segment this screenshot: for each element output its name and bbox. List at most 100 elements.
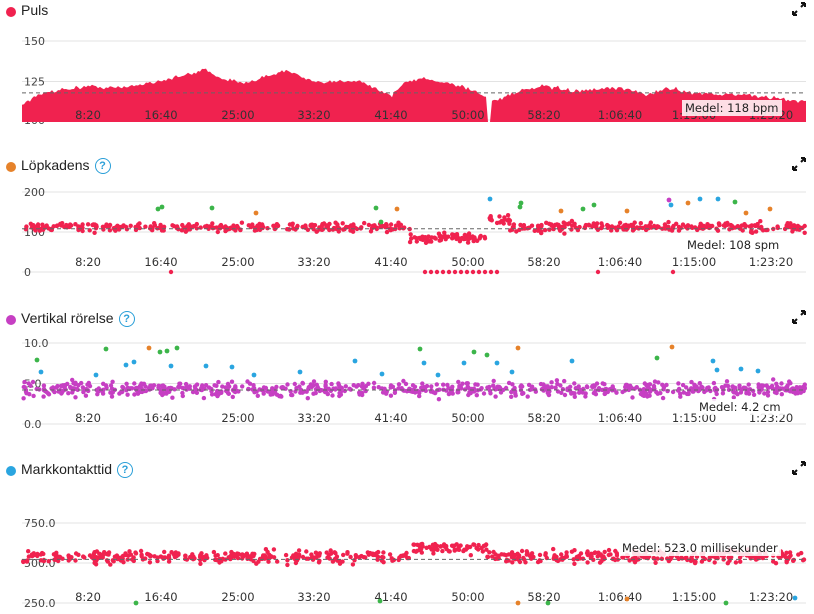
vertical-point	[779, 392, 784, 397]
vertical-zone-point	[484, 352, 490, 358]
cadence-point	[680, 222, 686, 227]
contact-point	[314, 555, 319, 560]
vertical-point	[572, 394, 577, 399]
help-icon[interactable]: ?	[117, 462, 134, 478]
cadence-zone-point	[378, 219, 384, 225]
contact-point	[97, 551, 102, 556]
contact-point	[266, 559, 271, 564]
cadence-point	[60, 221, 65, 226]
cadence-point	[124, 227, 130, 232]
help-icon[interactable]: ?	[94, 158, 111, 174]
vertical-point	[42, 388, 48, 394]
contact-point	[198, 561, 203, 566]
contact-title: Markkontakttid?	[21, 461, 134, 478]
cadence-point	[450, 236, 455, 241]
contact-point	[438, 544, 443, 549]
vertical-point	[802, 385, 807, 390]
vertical-point	[83, 393, 89, 398]
cadence-point	[787, 224, 793, 230]
vertical-point	[139, 386, 144, 392]
vertical-point	[529, 387, 534, 392]
vertical-point	[255, 393, 260, 398]
contact-point	[515, 552, 520, 558]
cadence-point	[215, 229, 220, 235]
contact-point	[456, 547, 462, 552]
vertical-point	[70, 377, 75, 383]
cadence-x-tick-label: 33:20	[297, 255, 330, 269]
vertical-point	[493, 394, 498, 399]
contact-point	[162, 549, 167, 555]
cadence-zero-point	[464, 269, 470, 275]
cadence-zone-point	[558, 208, 564, 214]
vertical-point	[686, 391, 691, 397]
contact-point	[341, 552, 346, 558]
vertical-point	[699, 384, 704, 389]
vertical-x-tick-label: 58:20	[527, 411, 560, 425]
contact-point	[503, 553, 509, 558]
contact-zone-point	[133, 600, 139, 606]
expand-icon[interactable]	[792, 310, 806, 324]
vertical-y-tick-label: 10.0	[24, 337, 49, 350]
vertical-point	[720, 391, 726, 396]
contact-point	[413, 549, 419, 554]
vertical-point	[300, 380, 305, 386]
contact-point	[332, 556, 338, 562]
vertical-point	[765, 393, 771, 398]
vertical-point	[678, 394, 683, 399]
expand-icon[interactable]	[792, 461, 806, 475]
vertical-point	[403, 381, 409, 387]
contact-point	[328, 551, 334, 556]
vertical-point	[559, 390, 564, 395]
vertical-point	[731, 395, 736, 400]
vertical-point	[737, 383, 742, 388]
vertical-point	[630, 395, 635, 400]
contact-point	[612, 557, 618, 563]
vertical-x-tick-label: 1:06:40	[598, 411, 642, 425]
vertical-point	[227, 384, 232, 389]
cadence-zero-point	[168, 269, 174, 275]
vertical-x-tick-label: 50:00	[451, 411, 484, 425]
vertical-point	[360, 392, 365, 398]
vertical-point	[183, 381, 189, 387]
vertical-zone-point	[174, 345, 180, 351]
vertical-point	[277, 394, 282, 399]
cadence-point	[652, 223, 657, 229]
cadence-point	[327, 221, 332, 227]
contact-point	[487, 550, 492, 555]
cadence-zero-point	[458, 269, 464, 275]
contact-point	[46, 559, 51, 564]
cadence-average-label: Medel: 108 spm	[684, 237, 783, 253]
cadence-point	[426, 234, 431, 239]
contact-point	[89, 555, 95, 560]
cadence-point	[314, 229, 319, 234]
cadence-panel: Löpkadens? 200 100 0 8:20 16:40 25:00 33:20 41:…	[0, 155, 814, 285]
cadence-zero-point	[440, 269, 446, 275]
cadence-zone-point	[767, 206, 773, 212]
cadence-point	[560, 224, 566, 230]
help-icon[interactable]: ?	[118, 311, 135, 327]
vertical-zone-point	[471, 349, 477, 355]
vertical-point	[396, 386, 401, 391]
cadence-zone-point	[517, 204, 523, 210]
contact-point	[733, 560, 739, 565]
cadence-title: Löpkadens?	[21, 157, 111, 174]
cadence-point	[743, 224, 748, 229]
contact-point	[585, 560, 590, 565]
contact-point	[418, 542, 424, 547]
contact-point	[668, 557, 673, 562]
cadence-point	[397, 226, 402, 231]
vertical-point	[132, 392, 137, 397]
vertical-point	[602, 391, 608, 396]
expand-icon[interactable]	[792, 157, 806, 171]
vertical-point	[724, 379, 730, 384]
vertical-zone-point	[654, 355, 660, 361]
contact-point	[519, 548, 525, 554]
contact-point	[138, 548, 144, 554]
cadence-x-tick-label: 58:20	[527, 255, 560, 269]
expand-icon[interactable]	[792, 2, 806, 16]
vertical-point	[779, 381, 784, 386]
cadence-point	[231, 224, 237, 229]
vertical-point	[684, 385, 689, 390]
contact-point	[167, 556, 172, 561]
vertical-point	[30, 379, 36, 385]
